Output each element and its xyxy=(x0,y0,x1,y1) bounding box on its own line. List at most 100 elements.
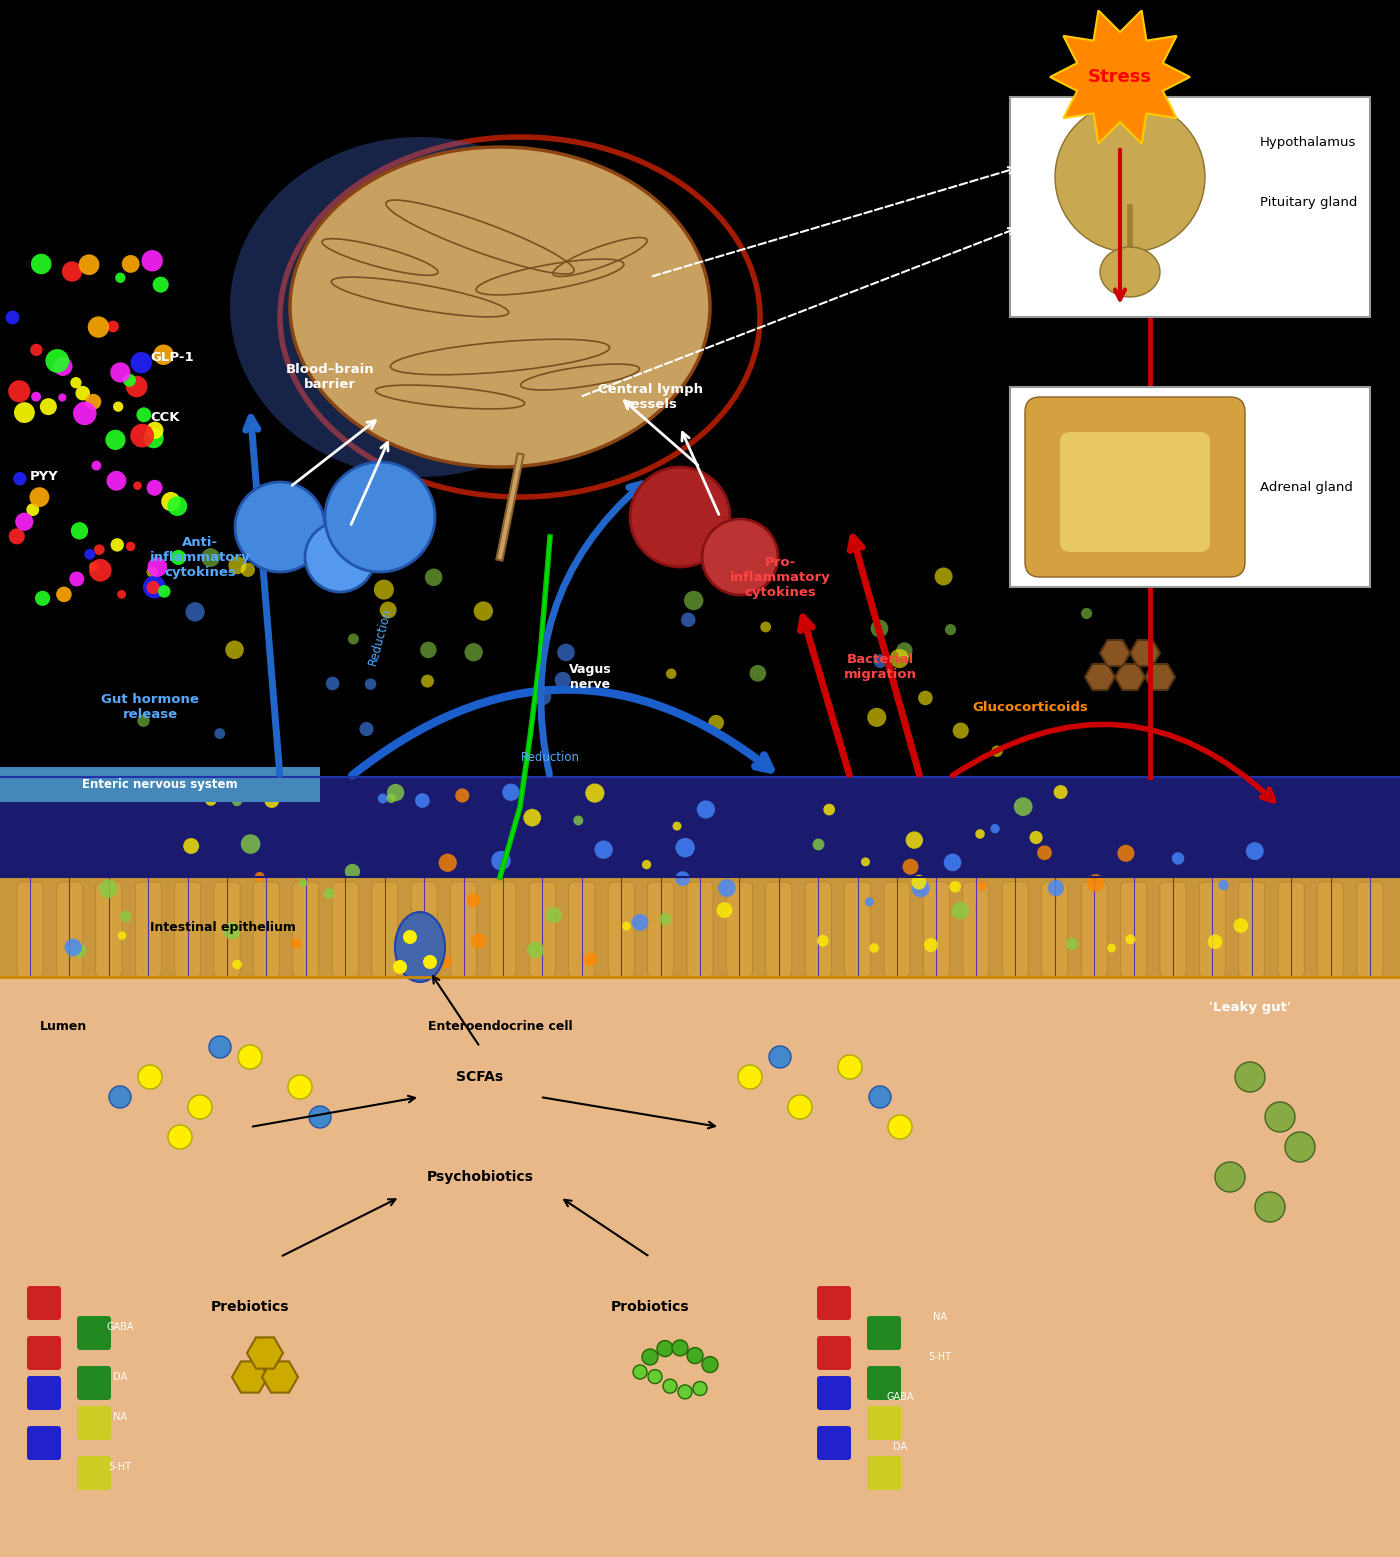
Circle shape xyxy=(865,897,874,906)
Circle shape xyxy=(71,522,88,540)
Circle shape xyxy=(952,902,969,920)
Text: Psychobiotics: Psychobiotics xyxy=(427,1169,533,1183)
Text: Blood–brain
barrier: Blood–brain barrier xyxy=(286,363,374,391)
FancyBboxPatch shape xyxy=(924,881,949,976)
Circle shape xyxy=(195,786,211,802)
Circle shape xyxy=(113,402,123,411)
Circle shape xyxy=(106,321,119,332)
Circle shape xyxy=(118,590,126,599)
Text: Hypothalamus: Hypothalamus xyxy=(1260,135,1357,148)
Circle shape xyxy=(633,1365,647,1380)
Text: Enteroendocrine cell: Enteroendocrine cell xyxy=(427,1020,573,1034)
Circle shape xyxy=(188,1095,211,1119)
FancyBboxPatch shape xyxy=(818,1286,851,1320)
Circle shape xyxy=(291,939,301,948)
Text: Gut hormone
release: Gut hormone release xyxy=(101,693,199,721)
Circle shape xyxy=(935,567,952,585)
Circle shape xyxy=(717,902,732,919)
Circle shape xyxy=(73,402,97,425)
Circle shape xyxy=(867,708,886,727)
Circle shape xyxy=(1172,852,1184,864)
FancyBboxPatch shape xyxy=(766,881,792,976)
Text: GLP-1: GLP-1 xyxy=(150,350,193,363)
Circle shape xyxy=(574,816,584,825)
Circle shape xyxy=(133,481,141,490)
FancyBboxPatch shape xyxy=(293,881,319,976)
FancyBboxPatch shape xyxy=(77,1316,111,1350)
Circle shape xyxy=(14,402,35,424)
Circle shape xyxy=(1126,934,1135,945)
Circle shape xyxy=(438,853,456,872)
Circle shape xyxy=(228,556,246,575)
Circle shape xyxy=(1254,1193,1285,1222)
Circle shape xyxy=(749,665,766,682)
Circle shape xyxy=(491,850,511,870)
Circle shape xyxy=(235,483,325,571)
Circle shape xyxy=(84,548,95,559)
Circle shape xyxy=(143,428,164,448)
Circle shape xyxy=(697,800,715,819)
Text: Central lymph
vessels: Central lymph vessels xyxy=(598,383,703,411)
Circle shape xyxy=(659,912,672,925)
Circle shape xyxy=(305,522,375,592)
FancyBboxPatch shape xyxy=(1239,881,1264,976)
Text: Stress: Stress xyxy=(1088,69,1152,86)
FancyBboxPatch shape xyxy=(27,1286,62,1320)
Circle shape xyxy=(823,803,834,816)
Circle shape xyxy=(466,894,480,908)
Circle shape xyxy=(185,603,204,621)
Circle shape xyxy=(945,624,956,635)
FancyBboxPatch shape xyxy=(0,0,1400,777)
Circle shape xyxy=(1266,1102,1295,1132)
Circle shape xyxy=(62,262,83,282)
FancyBboxPatch shape xyxy=(818,1426,851,1460)
FancyBboxPatch shape xyxy=(27,1336,62,1370)
Text: DA: DA xyxy=(893,1442,907,1453)
Circle shape xyxy=(648,1370,662,1384)
Circle shape xyxy=(888,1115,911,1140)
Circle shape xyxy=(147,480,162,495)
Circle shape xyxy=(111,539,125,551)
Circle shape xyxy=(675,872,690,886)
FancyBboxPatch shape xyxy=(1200,881,1225,976)
Circle shape xyxy=(161,492,181,511)
FancyBboxPatch shape xyxy=(844,881,871,976)
Circle shape xyxy=(455,788,469,802)
Ellipse shape xyxy=(230,137,610,476)
Text: 5-HT: 5-HT xyxy=(109,1462,132,1471)
Circle shape xyxy=(139,1065,162,1088)
FancyBboxPatch shape xyxy=(136,881,161,976)
FancyArrowPatch shape xyxy=(624,400,699,466)
Circle shape xyxy=(147,557,167,578)
Circle shape xyxy=(1246,842,1264,859)
FancyBboxPatch shape xyxy=(27,1376,62,1411)
Circle shape xyxy=(643,1348,658,1365)
FancyArrowPatch shape xyxy=(433,976,479,1045)
Circle shape xyxy=(90,559,112,582)
FancyBboxPatch shape xyxy=(412,881,437,976)
Circle shape xyxy=(223,922,241,940)
FancyBboxPatch shape xyxy=(372,881,398,976)
Circle shape xyxy=(85,394,101,409)
Circle shape xyxy=(265,793,279,808)
Circle shape xyxy=(225,640,244,659)
Circle shape xyxy=(643,859,651,869)
Circle shape xyxy=(147,567,157,578)
FancyBboxPatch shape xyxy=(77,1456,111,1490)
FancyBboxPatch shape xyxy=(648,881,673,976)
Text: GABA: GABA xyxy=(106,1322,134,1331)
FancyBboxPatch shape xyxy=(608,881,634,976)
Circle shape xyxy=(137,715,150,727)
Circle shape xyxy=(106,470,126,490)
Text: Prebiotics: Prebiotics xyxy=(211,1300,290,1314)
FancyArrowPatch shape xyxy=(682,433,718,514)
Text: Glucocorticoids: Glucocorticoids xyxy=(972,701,1088,713)
Circle shape xyxy=(718,880,736,897)
Polygon shape xyxy=(232,1361,267,1392)
Circle shape xyxy=(1285,1132,1315,1162)
Circle shape xyxy=(91,461,101,470)
Circle shape xyxy=(115,272,126,283)
Circle shape xyxy=(420,641,437,659)
Circle shape xyxy=(126,542,136,551)
Circle shape xyxy=(64,939,83,956)
